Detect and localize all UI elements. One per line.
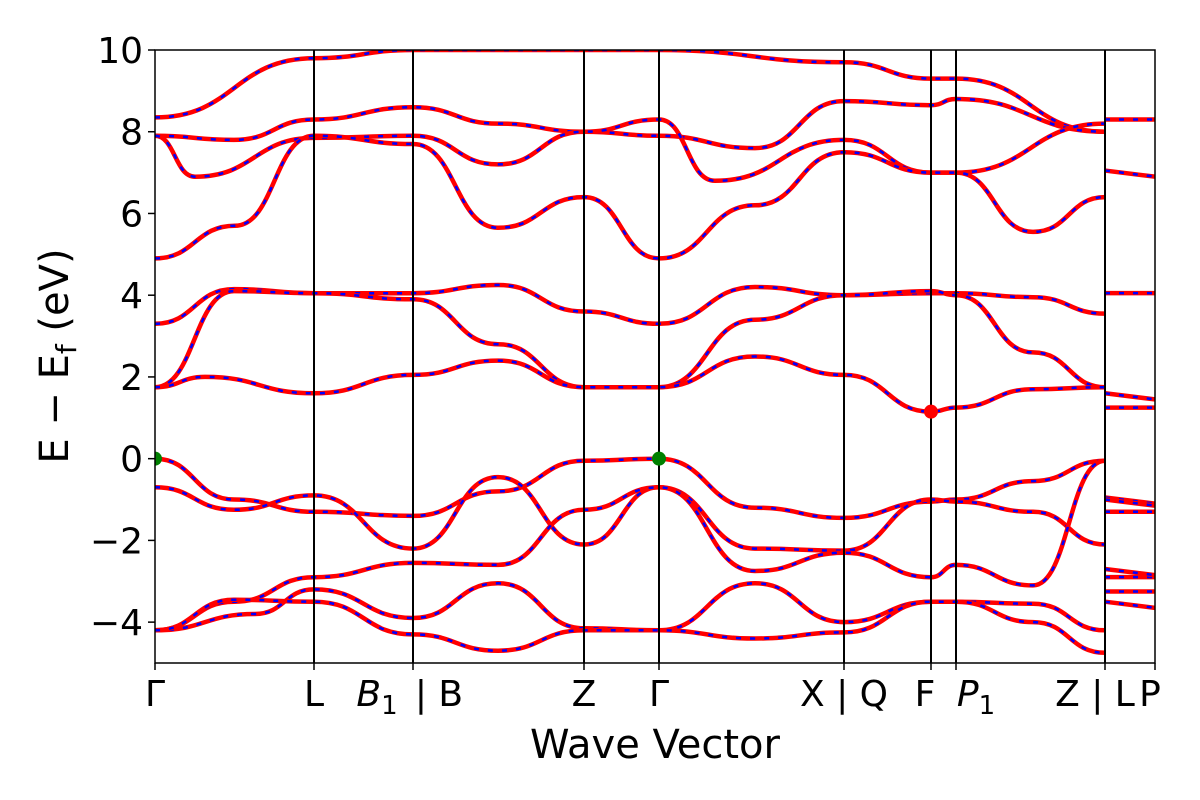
lp-band-4 xyxy=(1104,391,1155,402)
x-tick-label: P1 xyxy=(957,674,995,721)
extrema-markers xyxy=(155,404,938,466)
x-tick-label: L xyxy=(304,674,324,715)
x-tick-label-main: X | Q xyxy=(800,674,888,715)
band-line-4 xyxy=(155,133,1106,261)
high-symmetry-lines xyxy=(313,50,1106,663)
band-line-dash-1 xyxy=(155,50,1106,133)
x-tick-label: Z xyxy=(572,674,597,715)
x-tick-label: F xyxy=(915,674,936,715)
band-line-10 xyxy=(155,458,1106,633)
band-line-dash-12 xyxy=(155,598,1106,655)
y-tick-label: −4 xyxy=(90,603,143,644)
cbm-marker xyxy=(924,404,938,419)
y-axis-title-sub: f xyxy=(50,343,83,354)
y-axis-title-main: E − E xyxy=(32,354,78,464)
x-tick-label: P xyxy=(1139,674,1161,715)
vbm-2-marker xyxy=(652,451,666,466)
band-lines xyxy=(155,50,1155,656)
y-tick-label: 0 xyxy=(120,440,143,481)
plot-frame xyxy=(154,49,1156,664)
x-tick-label-sub: 1 xyxy=(381,691,398,721)
x-tick-label: | B xyxy=(415,674,463,715)
band-line-11 xyxy=(155,581,1106,633)
x-tick-label-main: F xyxy=(915,674,936,715)
vbm-1-marker xyxy=(155,451,162,466)
lp-band-8 xyxy=(1104,497,1155,508)
lp-band-10 xyxy=(1104,566,1155,578)
lp-band-12 xyxy=(1104,599,1155,611)
x-tick-label: Γ xyxy=(649,674,669,715)
band-line-dash-10 xyxy=(155,459,1106,632)
x-tick-label-main: | B xyxy=(415,674,463,715)
x-tick-label: Z | L xyxy=(1055,674,1135,715)
x-tick-label-main: Z xyxy=(572,674,597,715)
x-tick-label-sub: 1 xyxy=(979,691,996,721)
y-tick-label: 2 xyxy=(120,358,143,399)
band-line-dash-7 xyxy=(155,355,1106,413)
y-axis-title-unit: (eV) xyxy=(32,248,78,344)
band-line-dash-6 xyxy=(155,289,1106,389)
x-tick-label-main: B xyxy=(356,674,381,715)
y-tick-label: 4 xyxy=(120,276,143,317)
y-tick-label: 8 xyxy=(120,113,143,154)
y-axis-title: E − Ef (eV) xyxy=(32,248,83,463)
x-tick-label-main: Γ xyxy=(649,674,669,715)
band-line-dash-3 xyxy=(155,118,1106,183)
band-line-9 xyxy=(155,474,1106,553)
x-tick-label-main: L xyxy=(304,674,324,715)
x-tick-label-main: P xyxy=(1139,674,1161,715)
y-tick-label: 6 xyxy=(120,194,143,235)
x-tick-label: X | Q xyxy=(800,674,888,715)
x-tick-label-main: Z | L xyxy=(1055,674,1135,715)
x-tick-label-main: P xyxy=(957,674,979,715)
band-line-dash-9 xyxy=(155,475,1106,552)
band-line-12 xyxy=(155,597,1106,656)
band-line-7 xyxy=(155,354,1106,414)
x-tick-label-main: Γ xyxy=(145,674,165,715)
y-tick-label: −2 xyxy=(90,521,143,562)
x-tick-label: B1 xyxy=(356,674,397,721)
y-tick-label: 10 xyxy=(97,31,143,72)
band-line-6 xyxy=(155,288,1106,390)
y-axis-ticks: 10 8 6 4 2 0 −2 −4 xyxy=(90,31,155,644)
band-line-dash-2 xyxy=(155,97,1106,150)
x-tick-label: Γ xyxy=(145,674,165,715)
x-axis-title: Wave Vector xyxy=(530,722,781,768)
lp-band-2 xyxy=(1104,168,1155,179)
band-line-8 xyxy=(155,456,1106,521)
